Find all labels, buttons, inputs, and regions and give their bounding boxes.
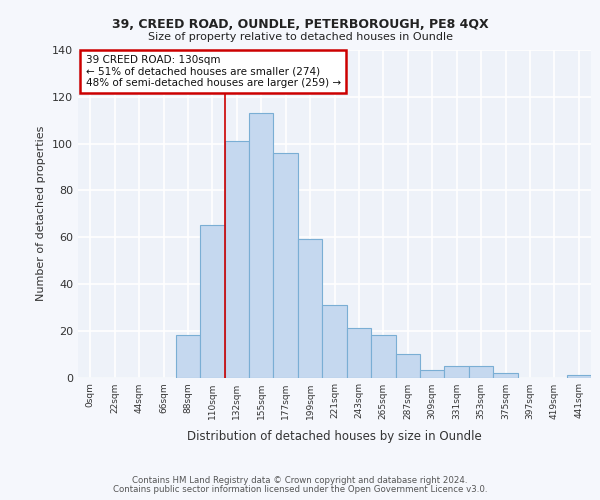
Bar xyxy=(274,153,298,378)
Bar xyxy=(347,328,371,378)
Bar xyxy=(322,305,347,378)
Text: 39, CREED ROAD, OUNDLE, PETERBOROUGH, PE8 4QX: 39, CREED ROAD, OUNDLE, PETERBOROUGH, PE… xyxy=(112,18,488,30)
Bar xyxy=(420,370,445,378)
Bar xyxy=(200,226,224,378)
Bar xyxy=(566,375,591,378)
Bar xyxy=(176,336,200,378)
Bar xyxy=(298,240,322,378)
Text: Size of property relative to detached houses in Oundle: Size of property relative to detached ho… xyxy=(148,32,452,42)
Bar xyxy=(224,141,249,378)
Bar xyxy=(395,354,420,378)
Text: Contains public sector information licensed under the Open Government Licence v3: Contains public sector information licen… xyxy=(113,484,487,494)
Bar xyxy=(371,336,395,378)
Text: Contains HM Land Registry data © Crown copyright and database right 2024.: Contains HM Land Registry data © Crown c… xyxy=(132,476,468,485)
Bar xyxy=(445,366,469,378)
Y-axis label: Number of detached properties: Number of detached properties xyxy=(37,126,46,302)
Text: 39 CREED ROAD: 130sqm
← 51% of detached houses are smaller (274)
48% of semi-det: 39 CREED ROAD: 130sqm ← 51% of detached … xyxy=(86,55,341,88)
Bar xyxy=(249,113,274,378)
Bar xyxy=(469,366,493,378)
Bar xyxy=(493,373,518,378)
X-axis label: Distribution of detached houses by size in Oundle: Distribution of detached houses by size … xyxy=(187,430,482,443)
